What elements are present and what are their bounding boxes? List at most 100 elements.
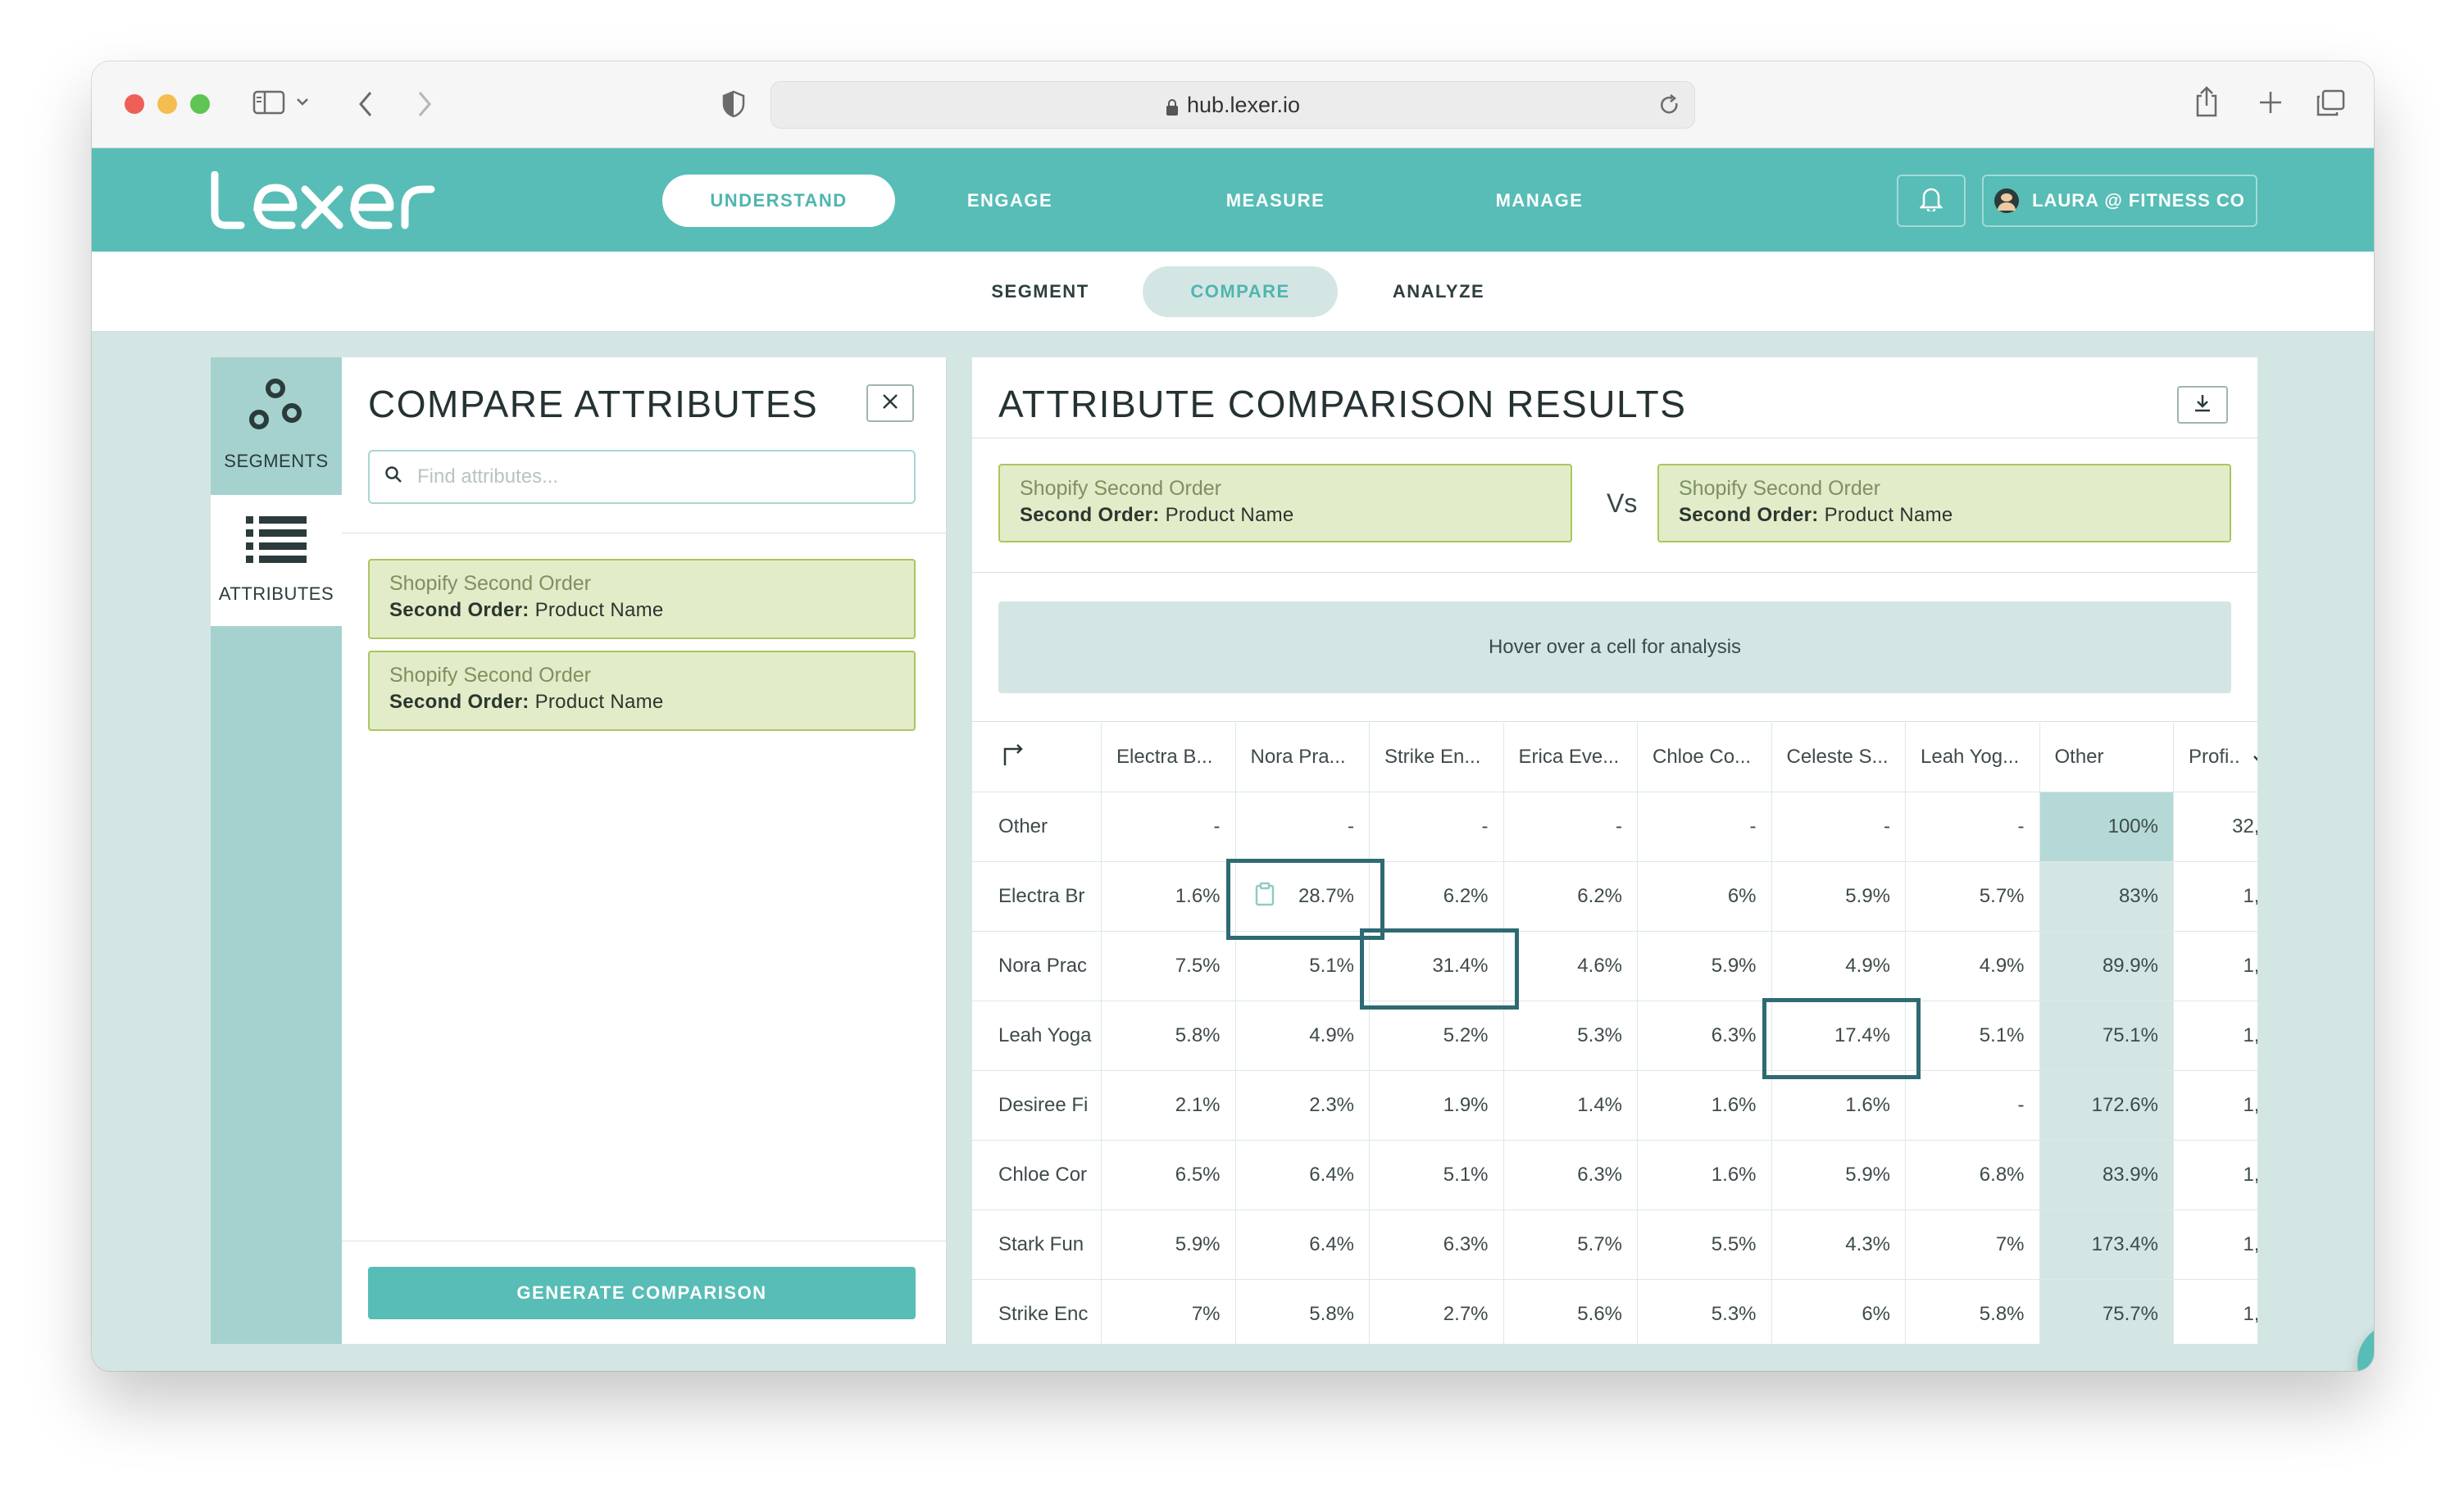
table-cell[interactable]: - bbox=[1906, 1071, 2040, 1141]
rail-segments[interactable]: SEGMENTS bbox=[211, 357, 342, 492]
table-cell[interactable]: 4.9% bbox=[1235, 1001, 1370, 1071]
table-cell[interactable]: 5.3% bbox=[1638, 1280, 1772, 1344]
table-cell[interactable]: 4.3% bbox=[1771, 1210, 1906, 1280]
share-icon[interactable] bbox=[2194, 84, 2220, 119]
table-cell[interactable]: 4.6% bbox=[1503, 932, 1638, 1001]
table-cell[interactable]: 5.9% bbox=[1771, 1141, 1906, 1210]
table-cell[interactable]: 5.3% bbox=[1503, 1001, 1638, 1071]
table-cell[interactable]: 7.5% bbox=[1102, 932, 1236, 1001]
table-cell[interactable]: 5.9% bbox=[1771, 862, 1906, 932]
generate-comparison-button[interactable]: GENERATE COMPARISON bbox=[368, 1267, 916, 1319]
table-cell[interactable]: 89.9% bbox=[2039, 932, 2174, 1001]
table-cell[interactable]: 83.9% bbox=[2039, 1141, 2174, 1210]
table-cell[interactable]: 5.8% bbox=[1236, 1280, 1370, 1344]
search-input[interactable] bbox=[417, 465, 876, 488]
table-cell[interactable]: 5.1% bbox=[1370, 1141, 1504, 1210]
table-cell[interactable]: 75.1% bbox=[2039, 1001, 2174, 1071]
table-cell[interactable]: 6.5% bbox=[1102, 1141, 1236, 1210]
table-cell[interactable]: 6.2% bbox=[1503, 862, 1638, 932]
table-cell[interactable]: 31.4% bbox=[1370, 932, 1504, 1001]
table-cell[interactable]: 1,258 bbox=[2174, 1141, 2257, 1210]
table-cell[interactable]: 28.7% bbox=[1235, 862, 1370, 932]
table-cell[interactable]: 2.3% bbox=[1235, 1071, 1370, 1141]
chevron-down-icon[interactable] bbox=[295, 96, 310, 107]
table-cell[interactable]: 6.2% bbox=[1370, 862, 1504, 932]
column-header[interactable]: Nora Pra... bbox=[1235, 723, 1370, 792]
column-header[interactable]: Strike En... bbox=[1370, 723, 1504, 792]
table-cell[interactable]: 5.8% bbox=[1906, 1280, 2040, 1344]
table-cell[interactable]: 32,005 bbox=[2174, 792, 2257, 862]
table-cell[interactable]: 1,229 bbox=[2174, 1210, 2257, 1280]
table-cell[interactable]: 6.3% bbox=[1503, 1141, 1638, 1210]
table-cell[interactable]: 17.4% bbox=[1771, 1001, 1906, 1071]
table-cell[interactable]: 1.4% bbox=[1503, 1071, 1638, 1141]
table-cell[interactable]: 2.7% bbox=[1370, 1280, 1504, 1344]
table-cell[interactable]: 6% bbox=[1638, 862, 1772, 932]
table-cell[interactable]: 5.5% bbox=[1638, 1210, 1772, 1280]
zoom-window-button[interactable] bbox=[190, 94, 210, 114]
table-cell[interactable]: - bbox=[1102, 792, 1236, 862]
lexer-logo[interactable] bbox=[208, 170, 438, 234]
table-cell[interactable]: 1,216 bbox=[2174, 1280, 2257, 1344]
nav-measure[interactable]: MEASURE bbox=[1225, 190, 1325, 211]
reload-icon[interactable] bbox=[1658, 93, 1681, 122]
table-cell[interactable]: - bbox=[1503, 792, 1638, 862]
table-cell[interactable]: 4.9% bbox=[1906, 932, 2040, 1001]
table-cell[interactable]: 1.6% bbox=[1102, 862, 1236, 932]
table-cell[interactable]: 6.8% bbox=[1906, 1141, 2040, 1210]
table-cell[interactable]: 6.4% bbox=[1235, 1210, 1370, 1280]
table-cell[interactable]: 1.9% bbox=[1370, 1071, 1504, 1141]
back-icon[interactable] bbox=[356, 89, 375, 119]
column-header[interactable]: Chloe Co... bbox=[1638, 723, 1772, 792]
shield-icon[interactable] bbox=[721, 89, 746, 119]
table-cell[interactable]: 5.7% bbox=[1503, 1210, 1638, 1280]
table-cell[interactable]: 83% bbox=[2039, 862, 2174, 932]
table-cell[interactable]: 4.9% bbox=[1771, 932, 1906, 1001]
table-cell[interactable]: 6.3% bbox=[1370, 1210, 1504, 1280]
right-attribute-chip[interactable]: Shopify Second Order Second Order: Produ… bbox=[1657, 464, 2231, 542]
nav-engage[interactable]: ENGAGE bbox=[966, 190, 1053, 211]
minimize-window-button[interactable] bbox=[157, 94, 177, 114]
column-header[interactable]: Leah Yog... bbox=[1906, 723, 2040, 792]
table-cell[interactable]: 100% bbox=[2039, 792, 2174, 862]
notifications-button[interactable] bbox=[1897, 175, 1966, 227]
table-cell[interactable]: 5.2% bbox=[1370, 1001, 1504, 1071]
clipboard-icon[interactable] bbox=[1254, 882, 1275, 912]
close-button[interactable] bbox=[866, 384, 914, 422]
column-header[interactable]: Electra B... bbox=[1102, 723, 1236, 792]
left-attribute-chip[interactable]: Shopify Second Order Second Order: Produ… bbox=[998, 464, 1572, 542]
tabs-overview-icon[interactable] bbox=[2315, 89, 2346, 117]
table-cell[interactable]: 1,362 bbox=[2174, 862, 2257, 932]
tab-analyze[interactable]: ANALYZE bbox=[1392, 281, 1485, 302]
sort-descending-icon[interactable] bbox=[2252, 745, 2257, 770]
selected-attribute-chip[interactable]: Shopify Second Order Second Order: Produ… bbox=[368, 651, 916, 731]
close-window-button[interactable] bbox=[125, 94, 144, 114]
table-cell[interactable]: 5.9% bbox=[1102, 1210, 1236, 1280]
table-cell[interactable]: 75.7% bbox=[2039, 1280, 2174, 1344]
table-cell[interactable]: 1.6% bbox=[1638, 1141, 1772, 1210]
table-cell[interactable]: - bbox=[1771, 792, 1906, 862]
table-cell[interactable]: 5.9% bbox=[1638, 932, 1772, 1001]
table-cell[interactable]: 1,345 bbox=[2174, 1001, 2257, 1071]
column-header[interactable]: Erica Eve... bbox=[1503, 723, 1638, 792]
table-cell[interactable]: 7% bbox=[1102, 1280, 1236, 1344]
table-cell[interactable]: 1,283 bbox=[2174, 1071, 2257, 1141]
table-cell[interactable]: 1.6% bbox=[1771, 1071, 1906, 1141]
table-cell[interactable]: - bbox=[1370, 792, 1504, 862]
table-cell[interactable]: 6.3% bbox=[1638, 1001, 1772, 1071]
forward-icon[interactable] bbox=[415, 89, 434, 119]
table-cell[interactable]: 6% bbox=[1772, 1280, 1906, 1344]
column-header[interactable]: Other bbox=[2039, 723, 2174, 792]
selected-attribute-chip[interactable]: Shopify Second Order Second Order: Produ… bbox=[368, 559, 916, 639]
table-cell[interactable]: 5.1% bbox=[1906, 1001, 2040, 1071]
table-cell[interactable]: - bbox=[1906, 792, 2040, 862]
account-button[interactable]: LAURA @ FITNESS CO bbox=[1982, 175, 2257, 227]
tab-segment[interactable]: SEGMENT bbox=[991, 281, 1089, 302]
table-cell[interactable]: 1.6% bbox=[1638, 1071, 1772, 1141]
column-header[interactable]: Celeste S... bbox=[1771, 723, 1906, 792]
table-cell[interactable]: 5.7% bbox=[1906, 862, 2040, 932]
table-cell[interactable]: - bbox=[1638, 792, 1772, 862]
nav-manage[interactable]: MANAGE bbox=[1495, 190, 1584, 211]
address-bar[interactable]: hub.lexer.io bbox=[771, 81, 1695, 129]
new-tab-icon[interactable] bbox=[2257, 89, 2284, 116]
